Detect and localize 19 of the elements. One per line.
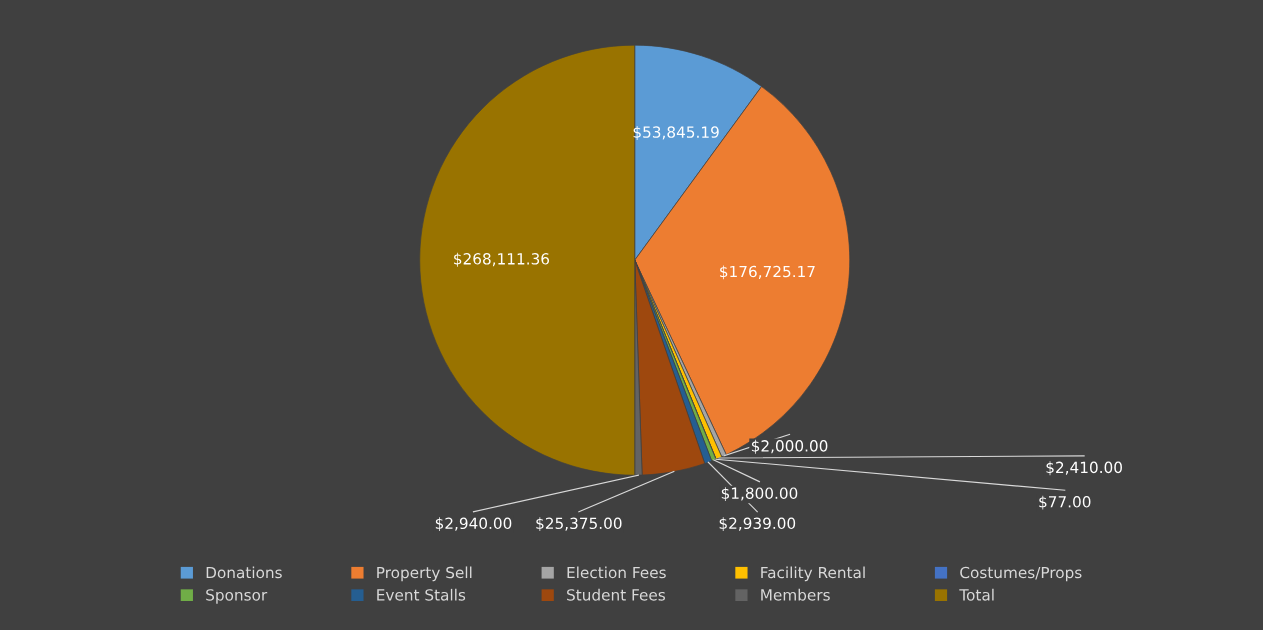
- legend-label: Members: [761, 588, 830, 601]
- data-label: $2,939.00: [719, 517, 796, 532]
- data-label: $25,375.00: [536, 517, 622, 532]
- legend-label: Election Fees: [567, 566, 666, 579]
- legend-label: Costumes/Props: [960, 566, 1082, 582]
- data-label: $2,000.00: [751, 439, 828, 454]
- legend-label: Event Stalls: [377, 588, 466, 601]
- data-label: $1,800.00: [721, 487, 798, 501]
- data-label: $77.00: [1039, 495, 1091, 510]
- legend-label: Property Sell: [377, 566, 472, 582]
- data-label: $2,940.00: [435, 517, 512, 532]
- legend-label: Total: [959, 588, 994, 601]
- data-label: $268,111.36: [454, 252, 550, 267]
- legend-label: Student Fees: [567, 588, 665, 601]
- legend-label: Sponsor: [206, 589, 268, 604]
- data-label: $176,725.17: [720, 265, 815, 280]
- legend-label: Facility Rental: [761, 566, 865, 582]
- legend-label: Donations: [206, 566, 282, 579]
- data-label: $2,410.00: [1046, 461, 1122, 476]
